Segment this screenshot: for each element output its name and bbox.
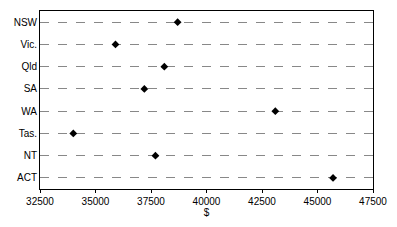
svg-text:32500: 32500	[26, 196, 54, 207]
svg-text:$: $	[204, 207, 210, 218]
svg-text:NSW: NSW	[14, 17, 38, 28]
svg-text:Tas.: Tas.	[19, 128, 37, 139]
svg-text:37500: 37500	[137, 196, 165, 207]
svg-text:47500: 47500	[359, 196, 387, 207]
svg-text:Qld: Qld	[21, 61, 37, 72]
svg-text:35000: 35000	[82, 196, 110, 207]
svg-text:SA: SA	[24, 83, 38, 94]
svg-text:Vic.: Vic.	[21, 39, 38, 50]
svg-text:NT: NT	[24, 150, 37, 161]
svg-text:45000: 45000	[304, 196, 332, 207]
svg-text:WA: WA	[21, 106, 37, 117]
svg-text:40000: 40000	[193, 196, 221, 207]
svg-text:ACT: ACT	[17, 172, 37, 183]
svg-text:42500: 42500	[248, 196, 276, 207]
